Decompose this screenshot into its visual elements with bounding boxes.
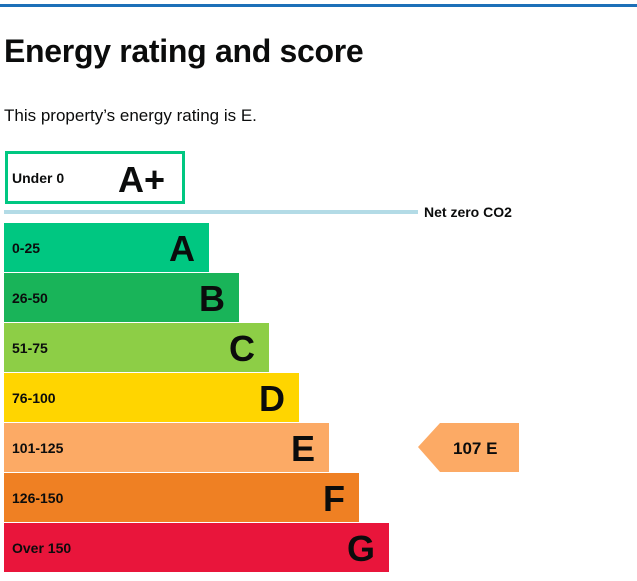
band-c: 51-75 C bbox=[4, 323, 269, 372]
band-g-letter: G bbox=[347, 528, 375, 569]
net-zero-label: Net zero CO2 bbox=[424, 204, 512, 220]
band-e-range: 101-125 bbox=[12, 440, 64, 456]
band-a-plus: Under 0 A+ bbox=[5, 151, 185, 204]
band-e-letter: E bbox=[291, 428, 315, 469]
band-g-range: Over 150 bbox=[12, 540, 71, 556]
band-f-range: 126-150 bbox=[12, 490, 64, 506]
current-rating-arrow bbox=[418, 423, 519, 472]
band-a-plus-outline bbox=[5, 151, 185, 204]
band-e-bar bbox=[4, 423, 329, 472]
rating-bands: 0-25 A 26-50 B 51-75 C 76-100 D 101-125 E 126-150 F… bbox=[4, 223, 389, 572]
band-g: Over 150 G bbox=[4, 523, 389, 572]
band-b: 26-50 B bbox=[4, 273, 239, 322]
band-d: 76-100 D bbox=[4, 373, 299, 422]
band-f-letter: F bbox=[323, 478, 345, 519]
top-rule bbox=[0, 4, 637, 7]
energy-rating-summary: This property’s energy rating is E. bbox=[4, 106, 257, 125]
band-a-letter: A bbox=[169, 228, 195, 269]
band-d-bar bbox=[4, 373, 299, 422]
band-f: 126-150 F bbox=[4, 473, 359, 522]
band-f-bar bbox=[4, 473, 359, 522]
band-d-range: 76-100 bbox=[12, 390, 56, 406]
current-rating-marker: 107 E bbox=[418, 423, 519, 472]
band-b-bar bbox=[4, 273, 239, 322]
net-zero-marker: Net zero CO2 bbox=[4, 204, 512, 220]
net-zero-line bbox=[4, 210, 418, 214]
page-title: Energy rating and score bbox=[4, 33, 364, 69]
band-a-bar bbox=[4, 223, 209, 272]
band-a-range: 0-25 bbox=[12, 240, 40, 256]
band-c-bar bbox=[4, 323, 269, 372]
band-a: 0-25 A bbox=[4, 223, 209, 272]
band-a-plus-range: Under 0 bbox=[12, 170, 64, 186]
band-a-plus-letter: A+ bbox=[118, 159, 165, 200]
band-c-letter: C bbox=[229, 328, 255, 369]
current-rating-score: 107 E bbox=[453, 439, 497, 458]
band-b-letter: B bbox=[199, 278, 225, 319]
band-e: 101-125 E bbox=[4, 423, 329, 472]
band-b-range: 26-50 bbox=[12, 290, 48, 306]
band-d-letter: D bbox=[259, 378, 285, 419]
band-c-range: 51-75 bbox=[12, 340, 48, 356]
band-g-bar bbox=[4, 523, 389, 572]
